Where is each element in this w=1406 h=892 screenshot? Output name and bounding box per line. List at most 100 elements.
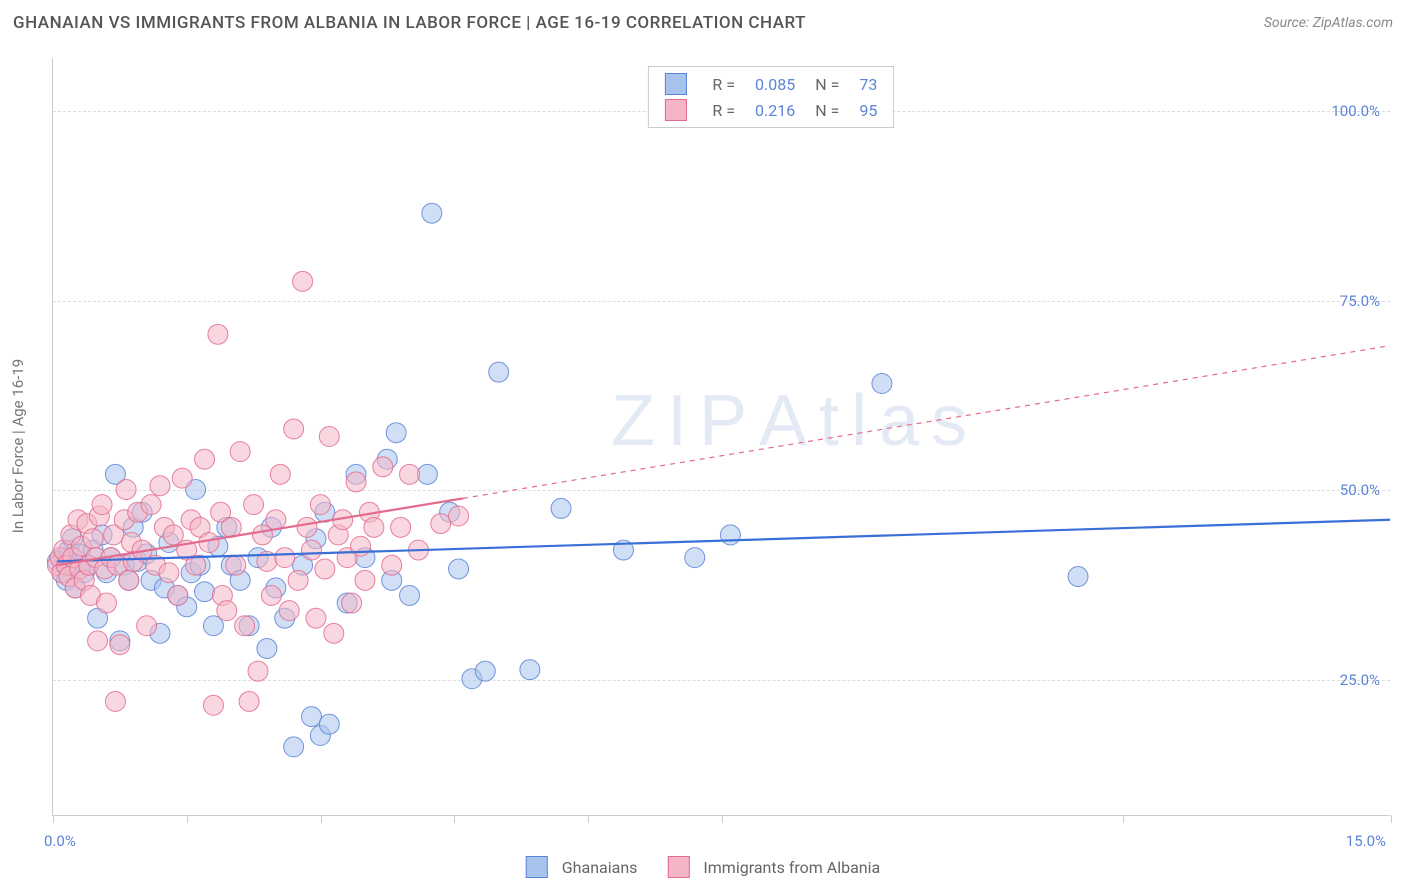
- scatter-point: [137, 616, 157, 636]
- scatter-point: [266, 510, 286, 530]
- x-tick-mark: [588, 815, 589, 823]
- scatter-point: [872, 374, 892, 394]
- chart-source: Source: ZipAtlas.com: [1264, 15, 1393, 31]
- scatter-point: [685, 548, 705, 568]
- scatter-point: [284, 737, 304, 757]
- scatter-point: [230, 442, 250, 462]
- scatter-point: [172, 468, 192, 488]
- stat-n: 95: [849, 97, 887, 123]
- scatter-point: [720, 525, 740, 545]
- scatter-point: [96, 593, 116, 613]
- scatter-point: [195, 582, 215, 602]
- scatter-point: [306, 608, 326, 628]
- legend-item: Immigrants from Albania: [667, 856, 880, 878]
- scatter-point: [208, 324, 228, 344]
- scatter-point: [248, 661, 268, 681]
- scatter-point: [92, 495, 112, 515]
- scatter-point: [301, 540, 321, 560]
- legend-swatch: [664, 99, 686, 121]
- legend-swatch: [664, 73, 686, 95]
- scatter-point: [261, 585, 281, 605]
- scatter-point: [449, 559, 469, 579]
- x-tick-mark: [1123, 815, 1124, 823]
- scatter-point: [279, 601, 299, 621]
- scatter-point: [386, 423, 406, 443]
- stats-row: R =0.216N =95: [654, 97, 887, 123]
- plot-area: 25.0%50.0%75.0%100.0% ZIPAtlas R =0.085N…: [52, 58, 1390, 816]
- scatter-point: [168, 585, 188, 605]
- scatter-svg: [53, 58, 1390, 815]
- scatter-point: [239, 691, 259, 711]
- scatter-point: [449, 506, 469, 526]
- x-tick-mark: [321, 815, 322, 823]
- scatter-point: [257, 638, 277, 658]
- stats-row: R =0.085N =73: [654, 71, 887, 97]
- scatter-point: [284, 419, 304, 439]
- legend-swatch: [667, 856, 689, 878]
- scatter-point: [551, 498, 571, 518]
- y-axis-label: In Labor Force | Age 16-19: [9, 359, 27, 533]
- scatter-point: [319, 427, 339, 447]
- scatter-point: [382, 555, 402, 575]
- scatter-point: [489, 362, 509, 382]
- stats-legend: R =0.085N =73R =0.216N =95: [647, 66, 894, 128]
- legend-item: Ghanaians: [526, 856, 638, 878]
- scatter-point: [235, 616, 255, 636]
- x-tick-max: 15.0%: [1346, 832, 1386, 850]
- legend-swatch: [526, 856, 548, 878]
- scatter-point: [342, 593, 362, 613]
- scatter-point: [324, 623, 344, 643]
- scatter-point: [400, 464, 420, 484]
- scatter-point: [203, 695, 223, 715]
- scatter-point: [195, 449, 215, 469]
- series-legend: Ghanaians Immigrants from Albania: [526, 856, 880, 878]
- scatter-point: [373, 457, 393, 477]
- scatter-point: [431, 514, 451, 534]
- scatter-point: [83, 529, 103, 549]
- scatter-point: [244, 495, 264, 515]
- scatter-point: [355, 570, 375, 590]
- scatter-point: [270, 464, 290, 484]
- scatter-point: [110, 635, 130, 655]
- trend-line-dashed: [463, 346, 1390, 499]
- title-bar: GHANAIAN VS IMMIGRANTS FROM ALBANIA IN L…: [13, 13, 1393, 33]
- scatter-point: [315, 559, 335, 579]
- scatter-point: [1068, 567, 1088, 587]
- x-tick-mark: [1391, 815, 1392, 823]
- scatter-point: [319, 714, 339, 734]
- scatter-point: [475, 661, 495, 681]
- scatter-point: [226, 555, 246, 575]
- scatter-point: [159, 563, 179, 583]
- legend-label: Ghanaians: [562, 858, 638, 877]
- x-tick-min: 0.0%: [44, 832, 76, 850]
- stat-n: 73: [849, 71, 887, 97]
- scatter-point: [422, 203, 442, 223]
- scatter-point: [400, 585, 420, 605]
- scatter-point: [275, 548, 295, 568]
- scatter-point: [301, 707, 321, 727]
- x-tick-mark: [454, 815, 455, 823]
- scatter-point: [310, 495, 330, 515]
- legend-label: Immigrants from Albania: [703, 858, 880, 877]
- chart-title: GHANAIAN VS IMMIGRANTS FROM ALBANIA IN L…: [13, 13, 806, 33]
- x-tick-mark: [53, 815, 54, 823]
- stat-r: 0.216: [745, 97, 805, 123]
- correlation-chart: GHANAIAN VS IMMIGRANTS FROM ALBANIA IN L…: [0, 0, 1406, 892]
- scatter-point: [293, 271, 313, 291]
- scatter-point: [520, 660, 540, 680]
- scatter-point: [391, 517, 411, 537]
- scatter-point: [364, 517, 384, 537]
- x-tick-mark: [187, 815, 188, 823]
- scatter-point: [217, 601, 237, 621]
- scatter-point: [150, 476, 170, 496]
- scatter-point: [88, 631, 108, 651]
- scatter-point: [105, 691, 125, 711]
- scatter-point: [417, 464, 437, 484]
- scatter-point: [116, 480, 136, 500]
- scatter-point: [141, 495, 161, 515]
- x-tick-mark: [722, 815, 723, 823]
- scatter-point: [119, 570, 139, 590]
- stat-r: 0.085: [745, 71, 805, 97]
- scatter-point: [288, 570, 308, 590]
- scatter-point: [346, 472, 366, 492]
